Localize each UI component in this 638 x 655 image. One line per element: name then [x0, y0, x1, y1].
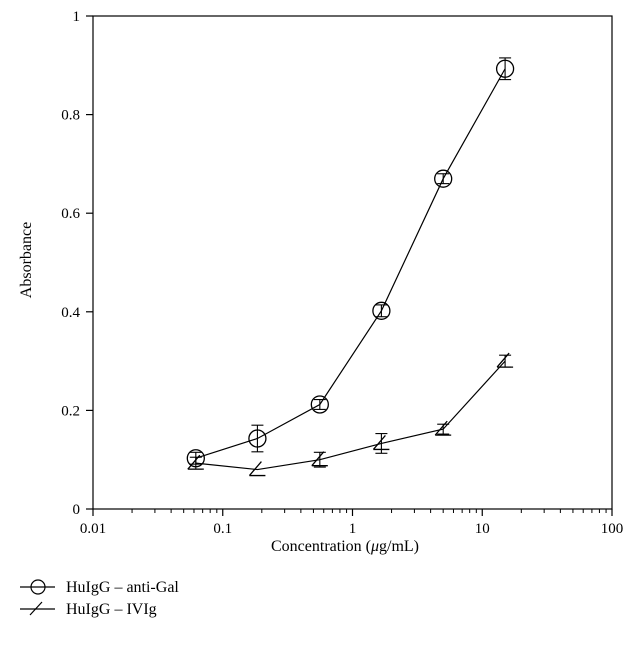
series-line: [195, 360, 506, 471]
error-bar: [313, 451, 326, 468]
legend-label: HuIgG – anti-Gal: [66, 579, 179, 596]
y-tick-label: 0.8: [61, 108, 80, 124]
data-point: [248, 461, 266, 477]
data-point: [311, 451, 328, 467]
triangle-marker-stroke: [372, 435, 390, 451]
x-tick-label: 0.1: [213, 521, 232, 537]
data-point: [495, 59, 515, 78]
y-tick-label: 0.6: [61, 206, 80, 222]
error-bar: [375, 433, 388, 454]
error-bar: [375, 304, 388, 318]
series-layer: [186, 57, 515, 477]
data-point: [372, 435, 390, 451]
triangle-marker-stroke: [311, 451, 328, 467]
series-2: [187, 352, 514, 477]
data-point: [434, 420, 452, 436]
data-point: [248, 429, 267, 448]
triangle-marker-stroke: [187, 454, 204, 470]
legend-item: HuIgG – anti-Gal: [20, 579, 179, 596]
legend-item: HuIgG – IVIg: [20, 601, 157, 618]
chart-axes: 0.01 0.1 1 10 100 0 0.2 0.4 0.6 0.8 1: [61, 9, 623, 537]
y-tick-label: 1: [73, 9, 81, 25]
legend-triangle-marker: [29, 601, 43, 616]
x-axis-label: Concentration (μg/mL): [271, 538, 419, 555]
data-point: [372, 301, 391, 320]
data-point: [187, 454, 204, 470]
triangle-marker-stroke: [496, 352, 514, 368]
legend-circle-marker: [30, 579, 46, 595]
x-tick-label: 100: [601, 521, 624, 537]
error-bar: [437, 173, 450, 185]
triangle-marker-stroke: [248, 461, 266, 477]
data-point: [434, 169, 453, 188]
legend: HuIgG – anti-Gal HuIgG – IVIg: [20, 579, 179, 618]
x-tick-label: 0.01: [80, 521, 106, 537]
plot-frame: [92, 15, 613, 510]
triangle-marker-stroke: [434, 420, 452, 436]
error-bar: [313, 399, 326, 410]
series-line: [195, 68, 506, 459]
data-point: [310, 395, 329, 414]
data-point: [496, 352, 514, 368]
x-tick-label: 1: [349, 521, 357, 537]
y-tick-label: 0.4: [61, 305, 80, 321]
y-axis-label: Absorbance: [18, 222, 35, 298]
error-bar: [499, 57, 512, 81]
legend-label: HuIgG – IVIg: [66, 601, 157, 618]
error-bar: [251, 424, 264, 453]
y-tick-label: 0.2: [61, 403, 80, 419]
x-tick-label: 10: [475, 521, 490, 537]
y-tick-label: 0: [73, 502, 81, 518]
